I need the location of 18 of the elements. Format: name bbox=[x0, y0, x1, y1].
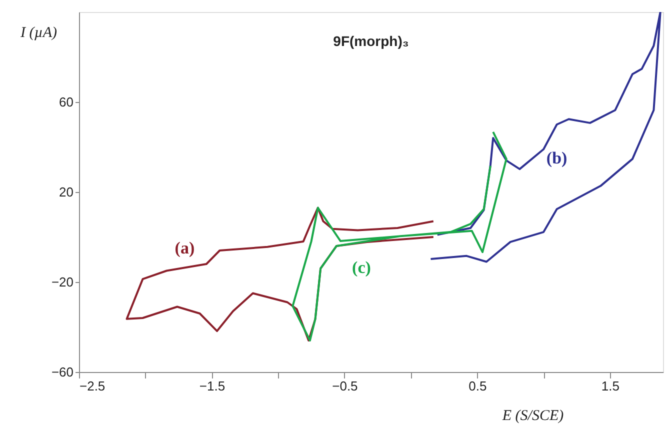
series-label: (c) bbox=[352, 258, 371, 278]
y-tick-label: 60 bbox=[59, 94, 74, 110]
y-tick-label: −60 bbox=[51, 364, 74, 380]
y-axis-title: I (µA) bbox=[19, 25, 57, 41]
y-tick-label: −20 bbox=[51, 274, 74, 290]
x-tick-label: −1.5 bbox=[199, 378, 226, 394]
series-label: (b) bbox=[546, 148, 568, 168]
x-tick-label: 0.5 bbox=[468, 378, 487, 394]
line-series bbox=[430, 12, 662, 263]
line-series bbox=[292, 130, 508, 342]
line-series bbox=[126, 206, 434, 342]
x-tick-label: 1.5 bbox=[601, 378, 620, 394]
x-tick-label: −2.5 bbox=[80, 378, 106, 394]
text: 9F(morph)₃ bbox=[333, 33, 409, 49]
y-tick-label: 20 bbox=[59, 184, 74, 200]
series-label: (a) bbox=[174, 238, 195, 258]
x-tick-label: −0.5 bbox=[332, 378, 358, 394]
x-axis-title: E (S/SCE) bbox=[501, 408, 564, 424]
